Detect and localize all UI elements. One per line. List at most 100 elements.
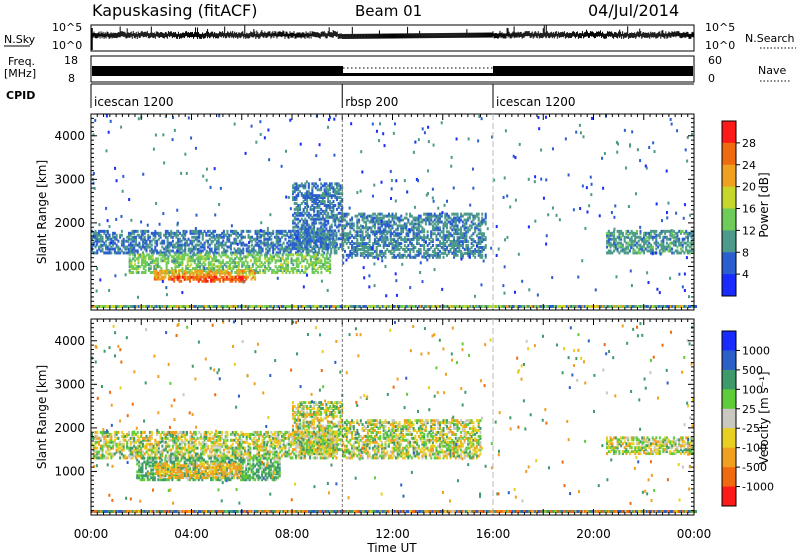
scatter-cell <box>316 257 319 261</box>
scatter-cell <box>163 257 166 261</box>
scatter-cell <box>337 188 340 192</box>
scatter-cell <box>154 229 157 233</box>
scatter-cell <box>153 259 156 263</box>
scatter-cell <box>162 212 165 216</box>
scatter-cell <box>339 188 342 192</box>
scatter-cell <box>252 273 255 277</box>
scatter-cell <box>110 237 113 241</box>
scatter-cell <box>226 235 229 239</box>
scatter-cell <box>208 247 211 251</box>
scatter-cell <box>671 231 674 235</box>
scatter-cell <box>180 243 183 247</box>
scatter-cell <box>685 241 688 245</box>
scatter-cell <box>639 251 642 255</box>
scatter-cell <box>181 275 184 279</box>
scatter-cell <box>237 261 240 265</box>
scatter-cell <box>409 230 412 234</box>
scatter-cell <box>169 275 172 279</box>
scatter-cell <box>609 237 612 241</box>
scatter-cell <box>321 241 324 245</box>
scatter-cell <box>119 235 122 239</box>
scatter-cell <box>651 245 654 249</box>
scatter-cell <box>468 214 471 218</box>
scatter-cell <box>186 267 189 271</box>
scatter-cell <box>363 251 366 255</box>
scatter-cell <box>334 194 337 198</box>
scatter-cell <box>103 251 106 255</box>
scatter-cell <box>323 233 326 237</box>
scatter-cell <box>416 232 419 236</box>
scatter-cell <box>306 198 309 202</box>
scatter-cell <box>168 245 171 249</box>
scatter-cell <box>163 239 166 243</box>
scatter-cell <box>206 257 209 261</box>
scatter-cell <box>212 239 215 243</box>
scatter-cell <box>446 214 449 218</box>
scatter-cell <box>293 198 296 202</box>
scatter-cell <box>211 277 214 281</box>
scatter-cell <box>642 239 645 243</box>
scatter-cell <box>214 305 218 308</box>
scatter-cell <box>688 251 691 255</box>
scatter-cell <box>189 241 192 245</box>
scatter-cell <box>244 271 247 275</box>
scatter-cell <box>143 245 146 249</box>
scatter-cell <box>327 221 330 225</box>
scatter-cell <box>460 240 463 244</box>
scatter-cell <box>244 265 247 269</box>
scatter-cell <box>460 236 463 240</box>
scatter-cell <box>437 305 441 308</box>
scatter-cell <box>144 263 147 267</box>
scatter-cell <box>286 245 289 249</box>
scatter-cell <box>341 247 344 251</box>
scatter-cell <box>204 263 207 267</box>
scatter-cell <box>114 274 117 278</box>
scatter-cell <box>323 200 326 204</box>
scatter-cell <box>292 269 295 273</box>
scatter-cell <box>278 255 281 259</box>
scatter-cell <box>679 243 682 247</box>
scatter-cell <box>423 228 426 232</box>
scatter-cell <box>383 305 387 308</box>
scatter-cell <box>446 226 449 230</box>
scatter-cell <box>621 231 624 235</box>
scatter-cell <box>163 259 166 263</box>
scatter-cell <box>623 239 626 243</box>
scatter-cell <box>302 184 305 188</box>
scatter-cell <box>372 255 375 259</box>
scatter-cell <box>134 229 137 233</box>
scatter-cell <box>174 263 177 267</box>
scatter-cell <box>349 222 352 226</box>
scatter-cell <box>337 225 340 229</box>
scatter-cell <box>192 255 195 259</box>
scatter-cell <box>313 184 316 188</box>
scatter-cell <box>286 233 289 237</box>
scatter-cell <box>313 201 316 205</box>
scatter-cell <box>263 229 266 233</box>
scatter-cell <box>387 249 390 253</box>
scatter-cell <box>482 245 485 249</box>
scatter-cell <box>347 305 351 308</box>
scatter-cell <box>218 279 221 283</box>
scatter-cell <box>323 247 326 251</box>
scatter-cell <box>179 269 182 273</box>
scatter-cell <box>287 229 290 233</box>
scatter-cell <box>407 230 410 234</box>
scatter-cell <box>122 243 125 247</box>
scatter-cell <box>210 279 213 283</box>
scatter-cell <box>370 230 373 234</box>
scatter-cell <box>618 251 621 255</box>
scatter-cell <box>229 243 232 247</box>
scatter-cell <box>176 255 179 259</box>
scatter-cell <box>330 241 333 245</box>
scatter-cell <box>155 265 158 269</box>
scatter-cell <box>618 235 621 239</box>
scatter-cell <box>477 245 480 249</box>
scatter-cell <box>449 249 452 253</box>
scatter-cell <box>460 228 463 232</box>
scatter-cell <box>417 230 420 234</box>
scatter-cell <box>363 255 366 259</box>
scatter-cell <box>161 305 165 308</box>
scatter-cell <box>112 241 115 245</box>
scatter-cell <box>145 229 148 233</box>
